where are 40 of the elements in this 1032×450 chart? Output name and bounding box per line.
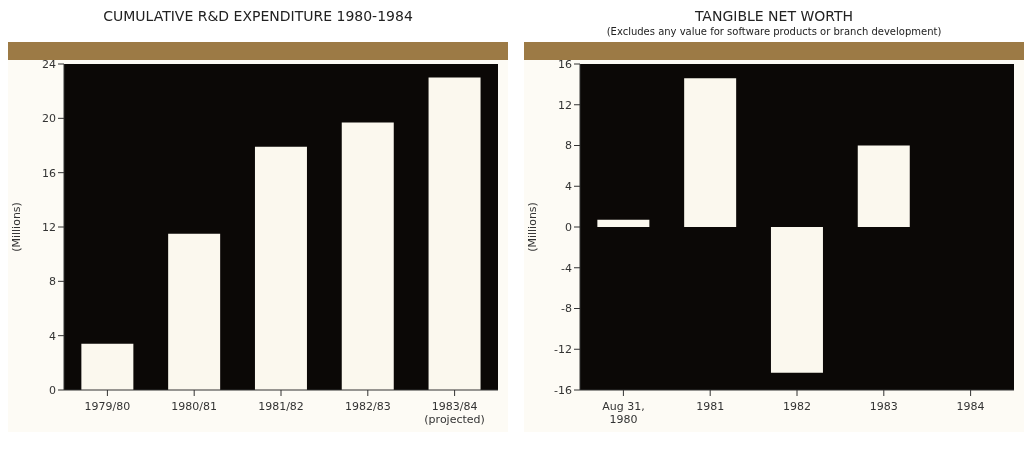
x-tick-label: 1981 bbox=[696, 400, 725, 413]
y-tick-label: 8 bbox=[565, 139, 572, 153]
x-tick-label: 1984 bbox=[956, 400, 985, 413]
bar bbox=[857, 145, 910, 227]
bar bbox=[254, 146, 307, 390]
bar bbox=[341, 122, 394, 390]
bar bbox=[684, 78, 737, 227]
y-tick-label: 16 bbox=[558, 57, 572, 71]
y-tick-label: 20 bbox=[42, 112, 56, 126]
y-tick-label: 12 bbox=[42, 220, 56, 234]
bar bbox=[770, 227, 823, 373]
x-tick-label: 1983/84 (projected) bbox=[424, 400, 485, 426]
x-tick-label: 1980/81 bbox=[171, 400, 218, 413]
x-tick-label: 1981/82 bbox=[258, 400, 304, 413]
chart-subtitle: (Excludes any value for software products or branch development) bbox=[605, 26, 943, 39]
y-axis-title: (Millions) bbox=[525, 202, 539, 252]
y-tick-label: 24 bbox=[42, 57, 56, 71]
y-tick-label: -8 bbox=[561, 302, 572, 316]
chart-title: TANGIBLE NET WORTH bbox=[693, 8, 855, 26]
y-tick-label: 4 bbox=[565, 180, 572, 194]
y-tick-label: 8 bbox=[49, 275, 56, 289]
y-tick-label: -12 bbox=[554, 343, 572, 357]
x-tick-label: 1982 bbox=[783, 400, 811, 413]
y-tick-label: 0 bbox=[49, 383, 56, 397]
y-tick-label: 4 bbox=[49, 329, 56, 343]
bar bbox=[168, 233, 221, 390]
x-tick-label: 1979/80 bbox=[84, 400, 131, 413]
y-axis-title: (Millions) bbox=[9, 202, 23, 252]
bar bbox=[428, 77, 481, 390]
x-tick-label: Aug 31, 1980 bbox=[602, 400, 645, 426]
y-tick-label: 16 bbox=[42, 166, 56, 180]
y-tick-label: -16 bbox=[554, 383, 572, 397]
x-tick-label: 1982/83 bbox=[344, 400, 391, 413]
y-tick-label: 12 bbox=[558, 98, 572, 112]
x-tick-label: 1983 bbox=[869, 400, 898, 413]
y-tick-label: 0 bbox=[565, 220, 572, 234]
y-tick-label: -4 bbox=[561, 261, 572, 275]
bar bbox=[81, 343, 134, 390]
chart-title: CUMULATIVE R&D EXPENDITURE 1980-1984 bbox=[102, 8, 414, 26]
bar bbox=[597, 219, 650, 227]
